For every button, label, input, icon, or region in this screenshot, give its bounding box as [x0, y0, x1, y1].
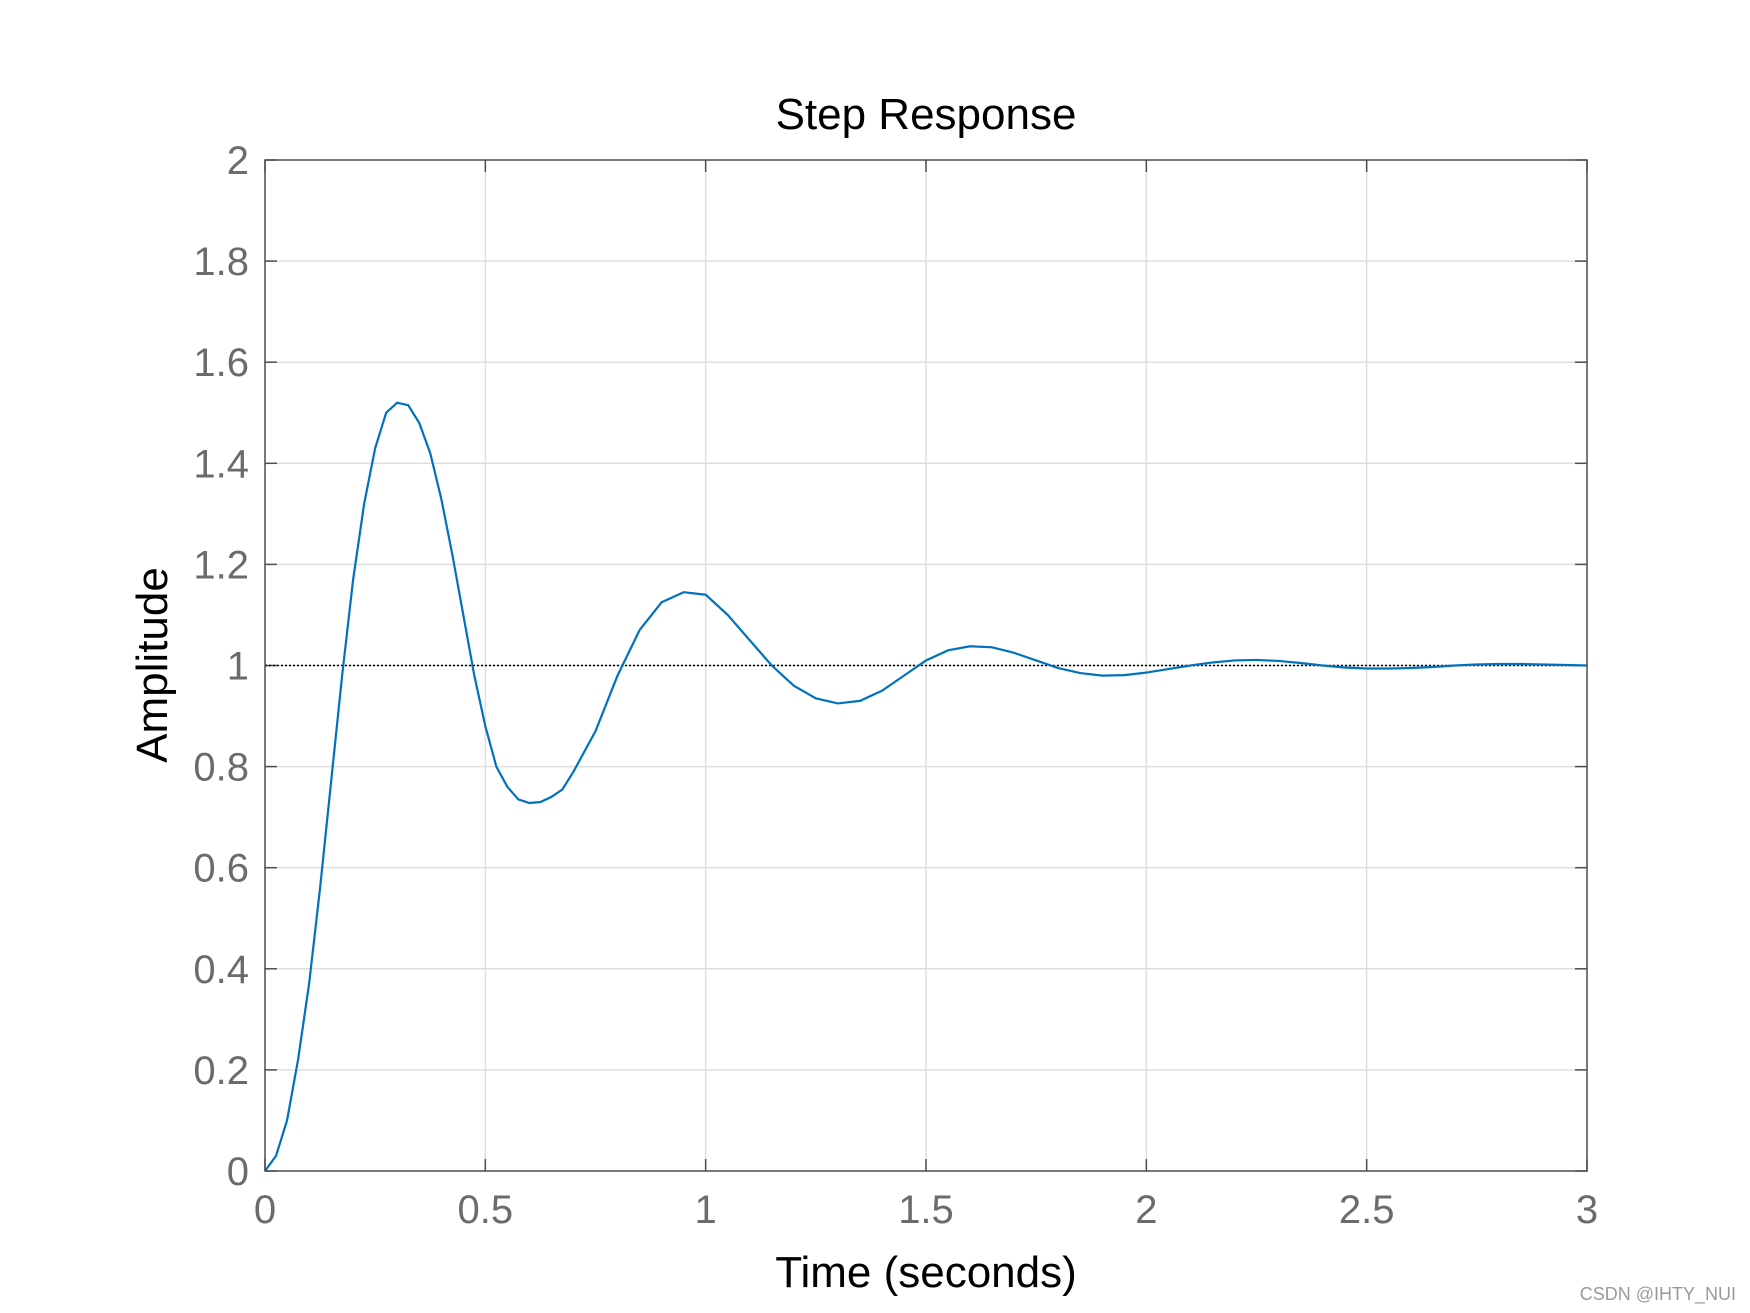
x-tick-labels: 0 0.5 1 1.5 2 2.5 3 — [254, 1188, 1598, 1232]
y-tick-label: 2 — [227, 139, 249, 183]
x-tick-label: 2 — [1135, 1188, 1157, 1232]
y-tick-label: 0.2 — [193, 1049, 249, 1093]
y-tick-label: 1.4 — [193, 442, 249, 486]
x-tick-label: 2.5 — [1339, 1188, 1395, 1232]
y-tick-label: 1 — [227, 645, 249, 689]
y-tick-label: 1.8 — [193, 240, 249, 284]
x-tick-label: 3 — [1576, 1188, 1598, 1232]
x-tick-label: 0 — [254, 1188, 276, 1232]
x-tick-label: 0.5 — [458, 1188, 514, 1232]
chart-title: Step Response — [776, 90, 1077, 139]
y-tick-label: 1.2 — [193, 543, 249, 587]
y-tick-label: 0 — [227, 1150, 249, 1194]
series-line-step-response — [264, 401, 1588, 1172]
y-axis-title: Amplitude — [128, 567, 177, 763]
y-tick-label: 0.6 — [193, 847, 249, 891]
y-tick-label: 1.6 — [193, 341, 249, 385]
y-tick-labels: 0 0.2 0.4 0.6 0.8 1 1.2 1.4 1.6 1.8 2 — [193, 139, 249, 1194]
x-tick-label: 1.5 — [898, 1188, 954, 1232]
y-tick-label: 0.4 — [193, 948, 249, 992]
plot-area-border — [264, 159, 1588, 1172]
y-tick-label: 0.8 — [193, 746, 249, 790]
x-axis-title: Time (seconds) — [775, 1248, 1077, 1297]
watermark: CSDN @IHTY_NUI — [1579, 1284, 1736, 1304]
x-tick-label: 1 — [695, 1188, 717, 1232]
